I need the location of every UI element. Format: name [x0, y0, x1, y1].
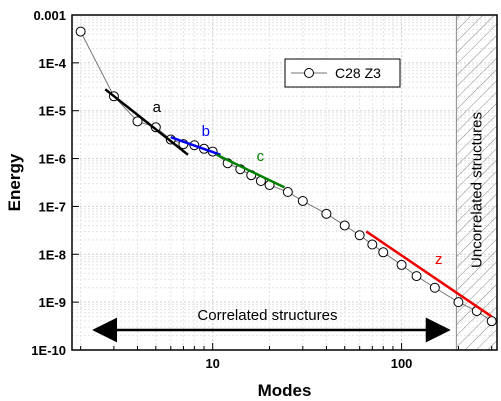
data-point — [411, 271, 422, 282]
fit-line-c — [216, 153, 286, 189]
tick-labels: 10 100 0.001 1E-4 1E-5 1E-6 1E-7 1E-8 1E-9 1E-10 — [31, 8, 412, 371]
uncorrelated-region — [455, 14, 498, 351]
legend-entry: C28 Z3 — [335, 65, 381, 81]
fit-label-b: b — [202, 123, 210, 140]
fit-line-a — [104, 88, 189, 156]
y-tick-label: 1E-8 — [39, 247, 66, 262]
data-point — [378, 247, 389, 258]
data-point — [429, 282, 440, 293]
fit-label-z: z — [435, 251, 443, 268]
data-point — [453, 297, 464, 308]
plot-frame — [71, 14, 498, 351]
data-point — [75, 26, 86, 37]
data-point — [282, 187, 293, 198]
legend-marker — [304, 68, 314, 78]
y-tick-label: 0.001 — [33, 8, 66, 23]
axes — [71, 14, 498, 351]
data-point — [354, 230, 365, 241]
regions: Correlated structures Uncorrelated struct… — [92, 14, 498, 351]
fit-label-c: c — [257, 148, 265, 165]
y-tick-label: 1E-7 — [39, 199, 66, 214]
y-tick-label: 1E-4 — [39, 56, 67, 71]
data-point — [486, 316, 497, 327]
y-tick-label: 1E-5 — [39, 104, 66, 119]
y-axis-title: Energy — [5, 153, 24, 211]
x-axis-title: Modes — [258, 381, 312, 400]
legend: C28 Z3 — [284, 58, 401, 88]
data-point — [339, 220, 350, 231]
uncorrelated-label: Uncorrelated structures — [469, 112, 486, 268]
y-tick-label: 1E-9 — [39, 295, 66, 310]
correlated-label: Correlated structures — [197, 307, 337, 324]
fit-line-b — [170, 135, 221, 156]
x-tick-label: 100 — [391, 356, 413, 371]
fit-line-z — [365, 230, 493, 318]
y-tick-label: 1E-10 — [31, 343, 66, 358]
series-layer — [75, 26, 497, 327]
data-point — [367, 239, 378, 250]
data-point — [321, 208, 332, 219]
fit-lines: a b c z — [104, 88, 493, 318]
x-tick-label: 10 — [205, 356, 219, 371]
data-point — [396, 259, 407, 270]
data-point — [297, 195, 308, 206]
fit-label-a: a — [153, 99, 162, 116]
data-point — [132, 116, 143, 127]
y-tick-label: 1E-6 — [39, 152, 66, 167]
